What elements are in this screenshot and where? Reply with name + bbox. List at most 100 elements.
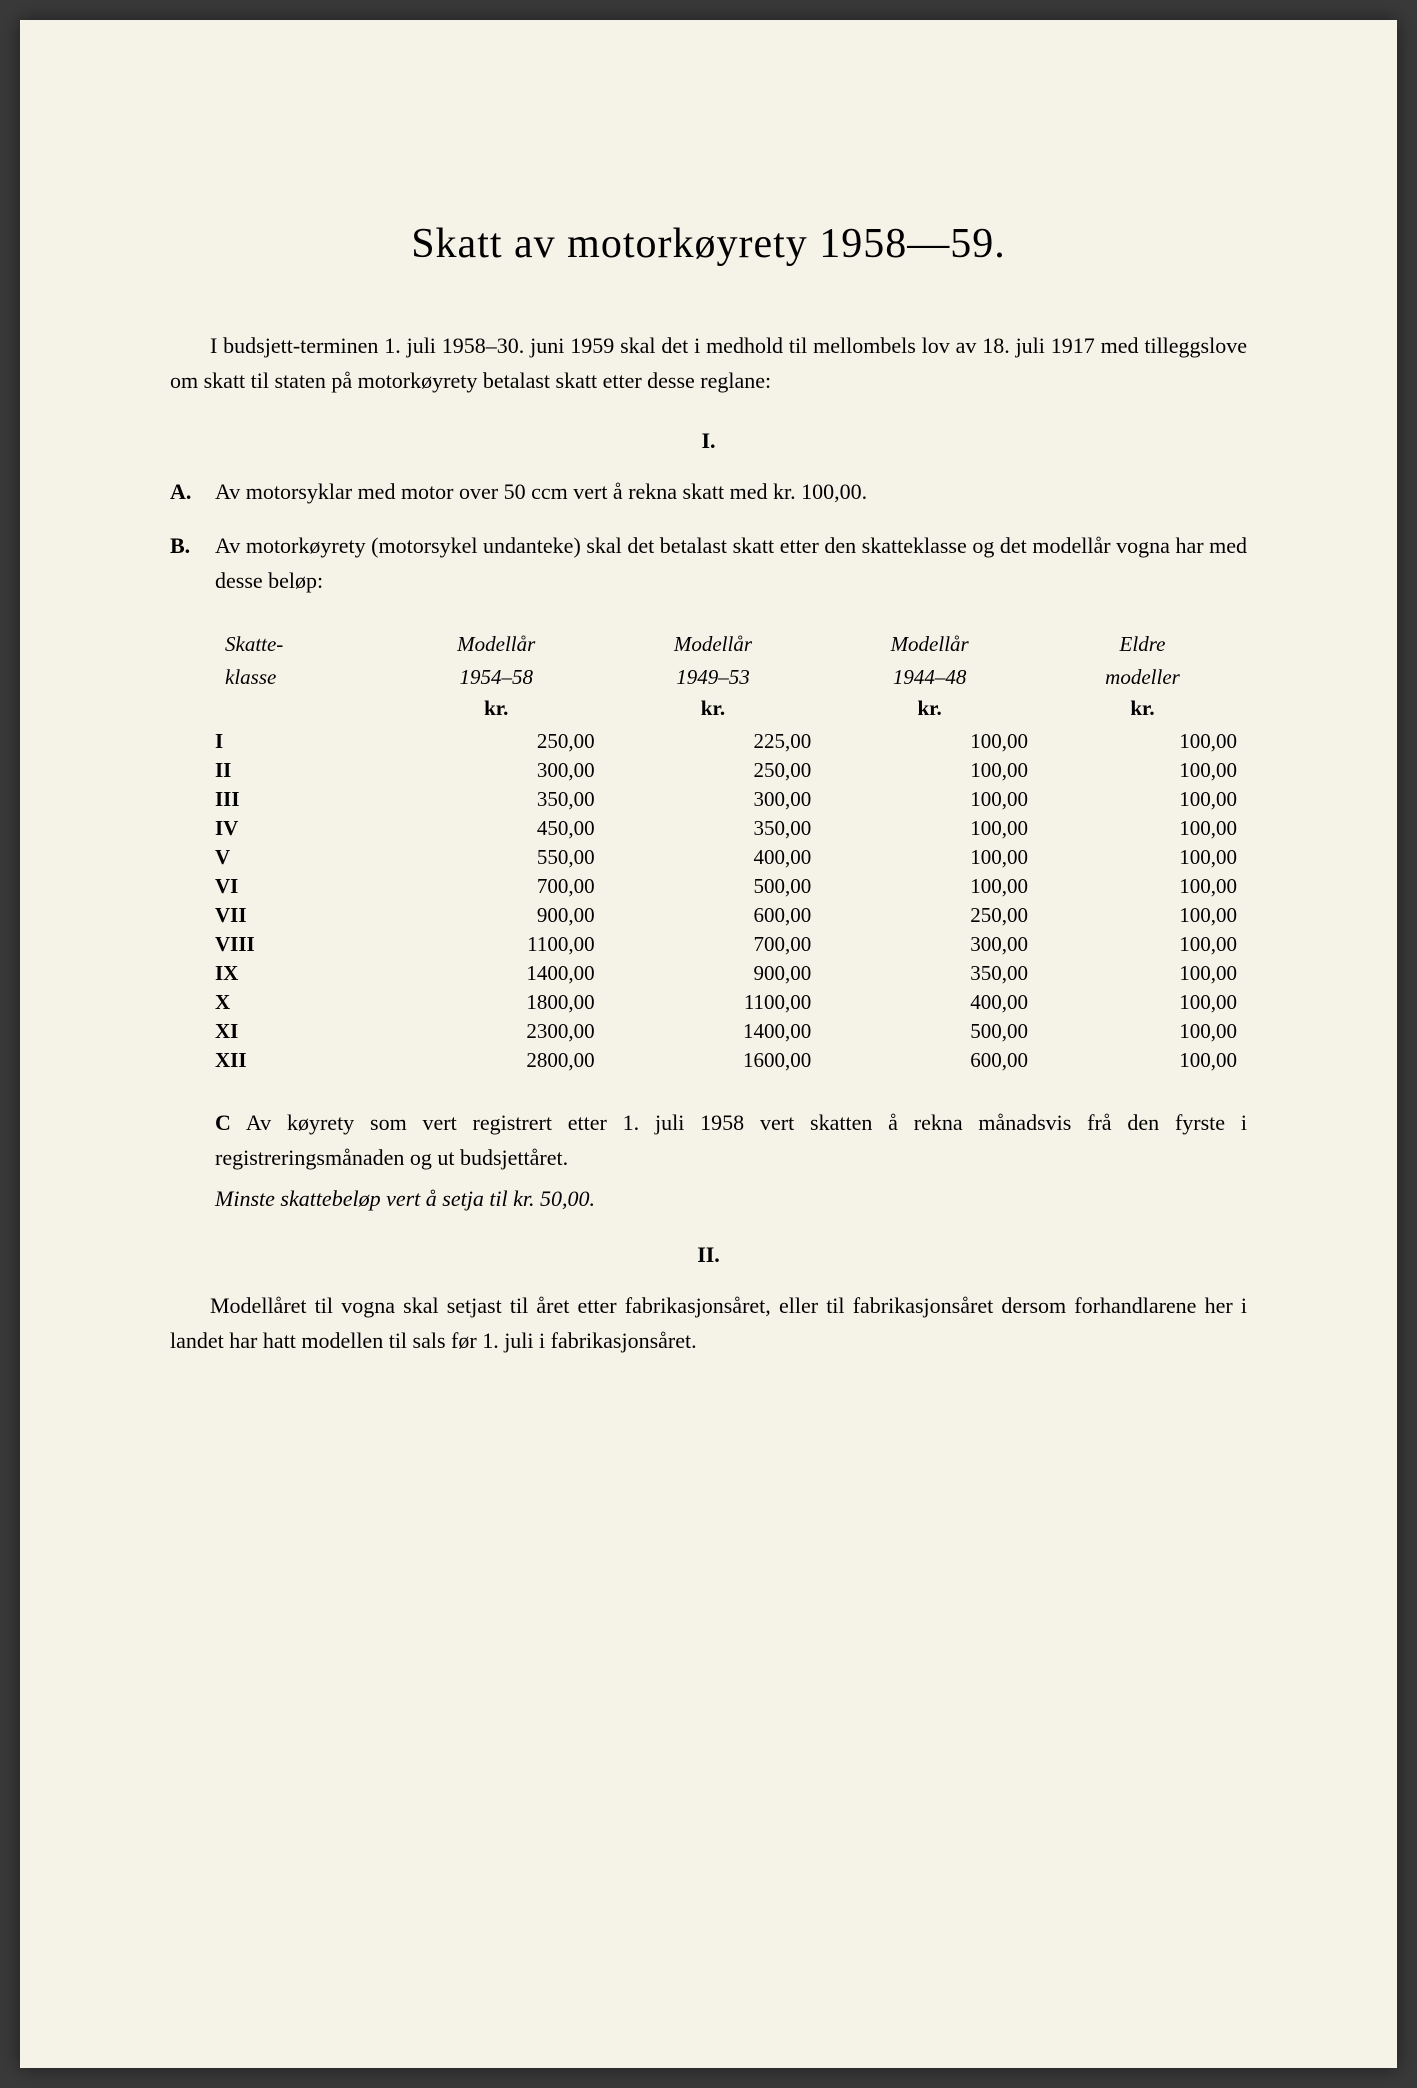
item-a-label: A. — [170, 474, 215, 509]
value-cell: 100,00 — [1038, 1017, 1247, 1046]
value-cell: 400,00 — [605, 843, 822, 872]
class-cell: IV — [215, 814, 388, 843]
value-cell: 225,00 — [605, 727, 822, 756]
table-row: XII2800,001600,00600,00100,00 — [215, 1046, 1247, 1075]
class-cell: V — [215, 843, 388, 872]
table-row: XI2300,001400,00500,00100,00 — [215, 1017, 1247, 1046]
table-row: VII900,00600,00250,00100,00 — [215, 901, 1247, 930]
value-cell: 1800,00 — [388, 988, 605, 1017]
table-row: I250,00225,00100,00100,00 — [215, 727, 1247, 756]
value-cell: 300,00 — [388, 756, 605, 785]
table-unit-row: kr. kr. kr. kr. — [215, 694, 1247, 727]
unit-col4: kr. — [821, 694, 1038, 727]
item-a: A. Av motorsyklar med motor over 50 ccm … — [170, 474, 1247, 509]
table-header-row-2: klasse 1954–58 1949–53 1944–48 modeller — [215, 661, 1247, 694]
value-cell: 100,00 — [821, 872, 1038, 901]
table-row: II300,00250,00100,00100,00 — [215, 756, 1247, 785]
value-cell: 600,00 — [605, 901, 822, 930]
value-cell: 100,00 — [1038, 727, 1247, 756]
class-cell: X — [215, 988, 388, 1017]
table-row: V550,00400,00100,00100,00 — [215, 843, 1247, 872]
value-cell: 900,00 — [605, 959, 822, 988]
item-b-text: Av motorkøyrety (motorsykel undanteke) s… — [215, 528, 1247, 598]
unit-col1 — [215, 694, 388, 727]
class-cell: VIII — [215, 930, 388, 959]
class-cell: II — [215, 756, 388, 785]
value-cell: 100,00 — [821, 727, 1038, 756]
value-cell: 500,00 — [605, 872, 822, 901]
header-col5-line1: Eldre — [1038, 628, 1247, 661]
item-b-label: B. — [170, 528, 215, 598]
class-cell: XI — [215, 1017, 388, 1046]
class-cell: VI — [215, 872, 388, 901]
value-cell: 250,00 — [605, 756, 822, 785]
value-cell: 100,00 — [1038, 756, 1247, 785]
table-row: VIII1100,00700,00300,00100,00 — [215, 930, 1247, 959]
document-page: Skatt av motorkøyrety 1958—59. I budsjet… — [20, 20, 1397, 2068]
table-row: VI700,00500,00100,00100,00 — [215, 872, 1247, 901]
tax-table-container: Skatte- Modellår Modellår Modellår Eldre… — [215, 628, 1247, 1075]
header-col2-line1: Modellår — [388, 628, 605, 661]
value-cell: 100,00 — [821, 785, 1038, 814]
value-cell: 350,00 — [605, 814, 822, 843]
class-cell: I — [215, 727, 388, 756]
value-cell: 250,00 — [821, 901, 1038, 930]
item-c-label: C — [215, 1110, 231, 1135]
value-cell: 500,00 — [821, 1017, 1038, 1046]
value-cell: 1100,00 — [388, 930, 605, 959]
header-col2-line2: 1954–58 — [388, 661, 605, 694]
header-col1-line1: Skatte- — [215, 628, 388, 661]
table-row: IX1400,00900,00350,00100,00 — [215, 959, 1247, 988]
value-cell: 300,00 — [821, 930, 1038, 959]
value-cell: 400,00 — [821, 988, 1038, 1017]
value-cell: 100,00 — [1038, 1046, 1247, 1075]
section-i-heading: I. — [170, 428, 1247, 454]
unit-col3: kr. — [605, 694, 822, 727]
value-cell: 100,00 — [821, 814, 1038, 843]
value-cell: 450,00 — [388, 814, 605, 843]
header-col1-line2: klasse — [215, 661, 388, 694]
value-cell: 100,00 — [1038, 843, 1247, 872]
value-cell: 350,00 — [821, 959, 1038, 988]
item-c: CAv køyrety som vert registrert etter 1.… — [215, 1105, 1247, 1217]
value-cell: 100,00 — [1038, 785, 1247, 814]
class-cell: XII — [215, 1046, 388, 1075]
header-col4-line1: Modellår — [821, 628, 1038, 661]
value-cell: 250,00 — [388, 727, 605, 756]
tax-table-body: I250,00225,00100,00100,00II300,00250,001… — [215, 727, 1247, 1075]
value-cell: 100,00 — [821, 843, 1038, 872]
value-cell: 100,00 — [1038, 901, 1247, 930]
value-cell: 2300,00 — [388, 1017, 605, 1046]
item-c-note: Minste skattebeløp vert å setja til kr. … — [215, 1181, 1247, 1216]
value-cell: 600,00 — [821, 1046, 1038, 1075]
unit-col2: kr. — [388, 694, 605, 727]
value-cell: 700,00 — [388, 872, 605, 901]
unit-col5: kr. — [1038, 694, 1247, 727]
tax-table: Skatte- Modellår Modellår Modellår Eldre… — [215, 628, 1247, 1075]
item-a-text: Av motorsyklar med motor over 50 ccm ver… — [215, 474, 1247, 509]
value-cell: 350,00 — [388, 785, 605, 814]
table-row: IV450,00350,00100,00100,00 — [215, 814, 1247, 843]
value-cell: 550,00 — [388, 843, 605, 872]
value-cell: 1600,00 — [605, 1046, 822, 1075]
class-cell: VII — [215, 901, 388, 930]
value-cell: 100,00 — [1038, 959, 1247, 988]
header-col3-line2: 1949–53 — [605, 661, 822, 694]
page-title: Skatt av motorkøyrety 1958—59. — [170, 220, 1247, 268]
value-cell: 100,00 — [1038, 930, 1247, 959]
table-header-row-1: Skatte- Modellår Modellår Modellår Eldre — [215, 628, 1247, 661]
header-col3-line1: Modellår — [605, 628, 822, 661]
value-cell: 1400,00 — [388, 959, 605, 988]
value-cell: 100,00 — [1038, 988, 1247, 1017]
class-cell: IX — [215, 959, 388, 988]
intro-paragraph: I budsjett-terminen 1. juli 1958–30. jun… — [170, 328, 1247, 398]
table-row: X1800,001100,00400,00100,00 — [215, 988, 1247, 1017]
value-cell: 100,00 — [1038, 872, 1247, 901]
table-row: III350,00300,00100,00100,00 — [215, 785, 1247, 814]
item-b: B. Av motorkøyrety (motorsykel undanteke… — [170, 528, 1247, 598]
section-ii-paragraph: Modellåret til vogna skal setjast til år… — [170, 1288, 1247, 1358]
value-cell: 100,00 — [821, 756, 1038, 785]
value-cell: 700,00 — [605, 930, 822, 959]
item-c-text: Av køyrety som vert registrert etter 1. … — [215, 1110, 1247, 1170]
value-cell: 100,00 — [1038, 814, 1247, 843]
